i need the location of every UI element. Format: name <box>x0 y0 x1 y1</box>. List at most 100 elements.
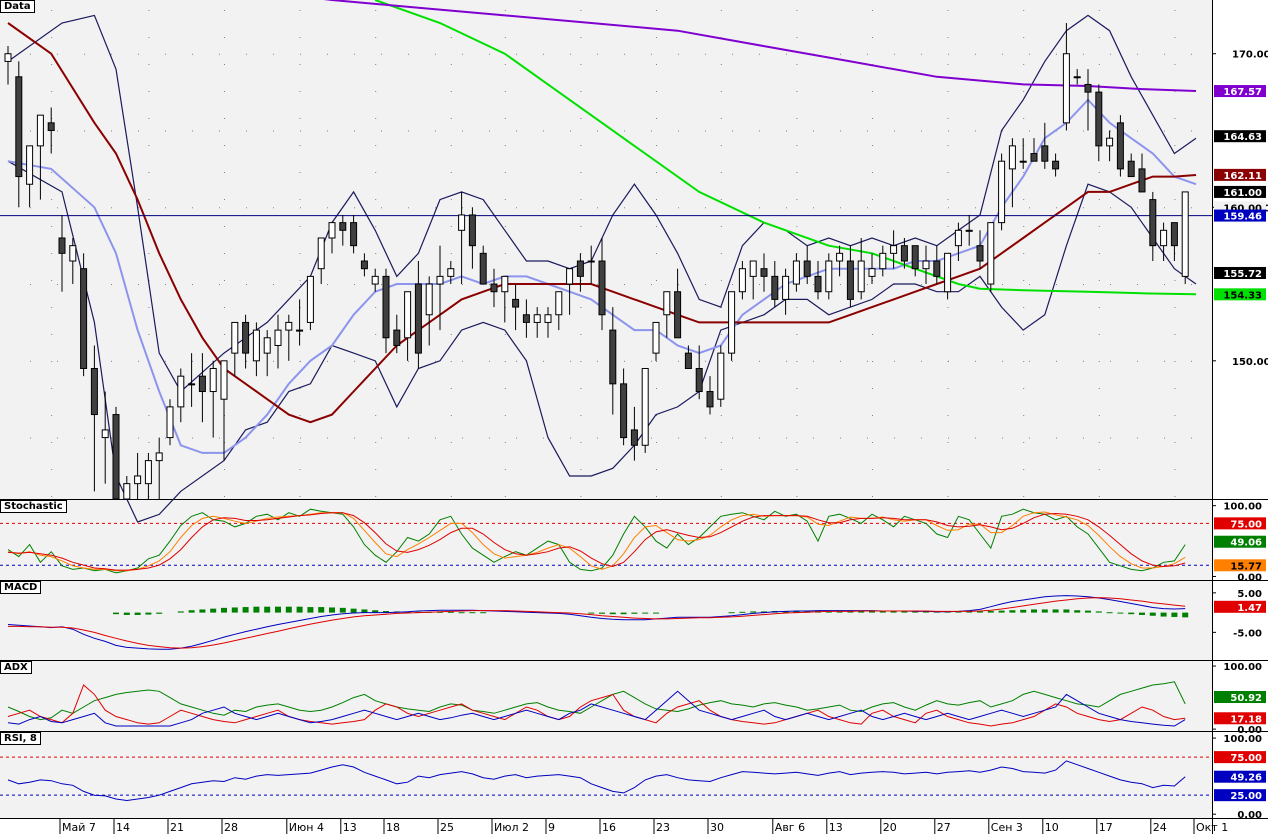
grid-dot <box>1083 437 1084 439</box>
grid-dot <box>51 253 53 254</box>
grid-dot <box>580 37 582 38</box>
grid-dot <box>299 415 301 416</box>
grid-dot <box>219 284 220 286</box>
grid-dot <box>1098 172 1100 173</box>
grid-dot <box>408 437 409 439</box>
grid-dot <box>1137 437 1138 439</box>
grid-dot <box>51 280 53 281</box>
price-tag-bg <box>1214 168 1266 181</box>
grid-dot <box>148 10 150 11</box>
grid-dot <box>224 496 225 497</box>
candle-up <box>296 329 304 332</box>
grid-dot <box>165 437 166 439</box>
grid-dot <box>796 334 798 335</box>
grid-dot <box>948 207 949 209</box>
candle-up <box>134 475 142 485</box>
grid-dot <box>111 130 112 132</box>
candle-up <box>1160 229 1168 247</box>
grid-dot <box>813 284 814 286</box>
adx-series-line <box>7 681 1186 721</box>
candle-up <box>69 245 77 262</box>
macd-axis-bg <box>1212 581 1268 660</box>
grid-dot <box>1023 280 1025 281</box>
grid-dot <box>580 226 582 227</box>
candle-up <box>252 329 260 362</box>
grid-dot <box>947 10 949 11</box>
grid-dot <box>872 469 873 470</box>
grid-dot <box>872 172 873 173</box>
grid-dot <box>450 415 452 416</box>
grid-dot <box>51 442 53 443</box>
candle-up <box>285 321 293 331</box>
grid-dot <box>580 91 582 92</box>
grid-dot <box>656 118 657 119</box>
grid-dot <box>354 284 355 286</box>
candle-up <box>566 268 574 285</box>
candle-up <box>922 260 930 270</box>
grid-dot <box>51 37 53 38</box>
grid-dot <box>580 172 582 173</box>
grid-dot <box>381 437 382 439</box>
grid-dot <box>759 207 760 209</box>
macd-histogram-bar <box>1106 612 1113 614</box>
price-pane-title: Data <box>0 0 35 13</box>
grid-dot <box>299 145 301 146</box>
grid-dot <box>489 437 490 439</box>
macd-histogram-bar <box>437 611 443 613</box>
grid-dot <box>450 253 452 254</box>
grid-dot <box>435 437 436 439</box>
candle-up <box>436 275 444 285</box>
grid-dot <box>1023 469 1025 470</box>
candle-up <box>749 260 757 277</box>
grid-dot <box>192 437 193 439</box>
grid-dot <box>489 360 490 362</box>
macd-histogram-bar <box>955 611 962 613</box>
candle-down <box>1084 83 1092 93</box>
grid-dot <box>1023 199 1025 200</box>
grid-dot <box>796 307 798 308</box>
rsi-tag-bg <box>1214 770 1266 783</box>
grid-dot <box>462 437 463 439</box>
x-axis-label: 30 <box>710 821 724 834</box>
grid-dot <box>1098 388 1100 389</box>
grid-dot <box>51 172 53 173</box>
grid-dot <box>1098 334 1100 335</box>
adx-tag-label: 50.92 <box>1230 693 1262 704</box>
candle-up <box>371 275 379 285</box>
candle-down <box>58 237 66 254</box>
grid-dot <box>1029 437 1030 439</box>
macd-histogram-bar <box>447 611 454 613</box>
grid-dot <box>656 37 657 38</box>
candle-down <box>1030 153 1038 162</box>
grid-dot <box>796 361 798 362</box>
grid-dot <box>947 226 949 227</box>
grid-dot <box>1098 226 1100 227</box>
grid-dot <box>840 53 841 55</box>
grid-dot <box>678 437 679 439</box>
grid-dot <box>504 415 506 416</box>
grid-dot <box>786 207 787 209</box>
macd-histogram-bar <box>869 611 875 613</box>
macd-histogram-bar <box>631 612 638 614</box>
grid-dot <box>1164 284 1165 286</box>
grid-dot <box>165 360 166 362</box>
grid-dot <box>165 284 166 286</box>
candle-up <box>404 291 412 339</box>
macd-histogram-bar <box>145 612 152 615</box>
grid-dot <box>224 64 225 65</box>
macd-histogram-bar <box>761 611 767 613</box>
grid-dot <box>975 207 976 209</box>
grid-dot <box>1098 37 1100 38</box>
price-tag-bg <box>1214 130 1266 143</box>
grid-dot <box>732 437 733 439</box>
grid-dot <box>246 207 247 209</box>
grid-dot <box>148 172 150 173</box>
grid-dot <box>51 388 53 389</box>
grid-dot <box>354 207 355 209</box>
grid-dot <box>408 360 409 362</box>
grid-dot <box>921 360 922 362</box>
candle-up <box>306 275 314 323</box>
grid-dot <box>111 207 112 209</box>
price-axis-bg <box>1212 0 1268 499</box>
